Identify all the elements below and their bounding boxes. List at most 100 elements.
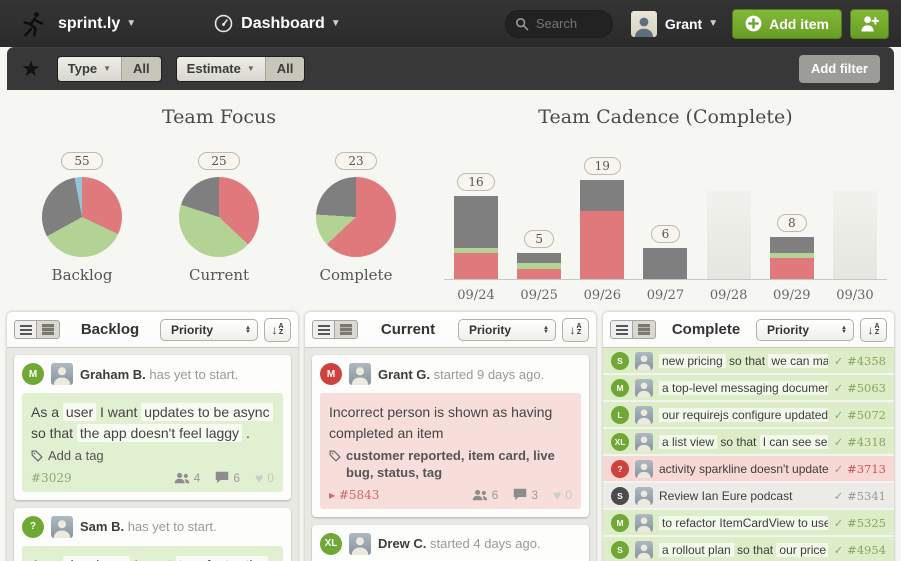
check-icon: ✓ [833, 463, 844, 476]
highlight-term: developer [62, 555, 131, 561]
list-view-icon [615, 324, 628, 335]
comments-icon [514, 488, 527, 501]
author-name[interactable]: Grant G. [378, 366, 431, 382]
sprintly-runner-logo[interactable] [18, 9, 48, 39]
item-number[interactable]: ✓ #5072 [833, 407, 886, 422]
comments-stat[interactable]: 3 [513, 488, 538, 502]
current-cards: M Grant G. started 9 days ago. Incorrect p… [305, 348, 596, 561]
row-title: a top-level messaging document so... [659, 380, 828, 395]
avatar [51, 515, 73, 538]
current-sort-select[interactable]: Priority ▲ ▼ [458, 318, 556, 341]
item-number[interactable]: ✓ #3713 [833, 461, 886, 476]
estimate-filter[interactable]: Estimate ▼ All [175, 55, 306, 82]
assignees-stat[interactable]: 4 [174, 471, 200, 485]
favorite-star-icon[interactable]: ★ [21, 55, 41, 81]
card-footer: #3029 4 6 ♥ 0 [31, 471, 274, 485]
text-segment: activity sparkline doesn't update bas... [659, 461, 828, 476]
sort-arrow-icon: ↓ [569, 322, 576, 337]
text-segment: Review Ian Eure podcast [659, 488, 793, 503]
type-filter[interactable]: Type ▼ All [56, 55, 162, 82]
bar-segment-story [517, 263, 562, 269]
list-view-button[interactable] [610, 320, 633, 339]
item-number[interactable]: ✓ #4358 [833, 353, 886, 368]
section-title: Dashboard [241, 14, 325, 32]
complete-row[interactable]: Sa rollout plan so that our price chan..… [603, 537, 894, 561]
item-number[interactable]: ✓ #5325 [833, 515, 886, 530]
highlight-term: our price chan... [776, 542, 828, 557]
pie-chart [179, 177, 259, 257]
estimate-filter-dropdown[interactable]: Estimate ▼ [176, 56, 265, 81]
pie-complete: 23 Complete [301, 152, 411, 284]
item-number[interactable]: ▸ #5843 [329, 487, 380, 502]
likes-stat[interactable]: ♥ 0 [255, 469, 274, 486]
view-toggle [312, 320, 358, 339]
author-name[interactable]: Sam B. [80, 519, 125, 535]
tag-line[interactable]: Add a tag [31, 448, 274, 465]
brand-name[interactable]: sprint.ly [58, 14, 121, 32]
text-segment: I want [96, 404, 142, 420]
likes-stat[interactable]: ♥ 0 [553, 486, 572, 503]
complete-row[interactable]: XL a list view so that I can see search r… [603, 429, 894, 456]
item-number[interactable]: #3029 [31, 470, 72, 485]
card-view-button[interactable] [633, 320, 656, 339]
backlog-sort-select[interactable]: Priority ▲ ▼ [160, 318, 258, 341]
complete-row[interactable]: Mto refactor ItemCardView to use Riv... ✓… [603, 510, 894, 537]
estimate-badge: XL [320, 532, 342, 555]
check-icon: ✓ [833, 490, 844, 503]
highlight-term: I can see search r... [759, 434, 828, 449]
comments-icon [216, 472, 229, 484]
highlight-term: we can maximiz... [768, 353, 828, 368]
item-number[interactable]: ✓ #5063 [833, 380, 886, 395]
complete-row[interactable]: ? activity sparkline doesn't update bas..… [603, 456, 894, 483]
author-name[interactable]: Graham B. [80, 366, 146, 382]
type-filter-value[interactable]: All [121, 56, 161, 81]
bar-chart: 16 5 19 6 8 [444, 134, 887, 280]
backlog-card[interactable]: ? Sam B. has yet to start. As a developer … [14, 507, 291, 561]
assignees-stat[interactable]: 6 [472, 488, 498, 502]
check-icon: ✓ [833, 544, 844, 557]
backlog-card[interactable]: M Graham B. has yet to start. As a user I … [14, 355, 291, 500]
brand-chevron-icon[interactable]: ▼ [126, 18, 137, 29]
card-view-button[interactable] [37, 320, 60, 339]
list-view-button[interactable] [312, 320, 335, 339]
item-number[interactable]: ✓ #4954 [833, 542, 886, 557]
x-axis-label: 09/24 [457, 288, 495, 303]
card-stats: 6 3 ♥ 0 [472, 488, 572, 502]
type-filter-dropdown[interactable]: Type ▼ [57, 56, 122, 81]
backlog-cards: M Graham B. has yet to start. As a user I … [7, 348, 298, 561]
dashboard-nav[interactable]: Dashboard ▼ [214, 14, 341, 33]
item-number[interactable]: ✓ #4318 [833, 434, 886, 449]
complete-sort-select[interactable]: Priority ▲ ▼ [756, 318, 854, 341]
complete-row[interactable]: Ma top-level messaging document so... ✓ #… [603, 375, 894, 402]
author-name[interactable]: Drew C. [378, 536, 427, 552]
current-card[interactable]: M Grant G. started 9 days ago. Incorrect p… [312, 355, 589, 517]
assignees-icon [174, 472, 189, 484]
highlight-term: user [62, 403, 97, 421]
plus-circle-icon [745, 15, 762, 32]
add-filter-button[interactable]: Add filter [798, 54, 880, 83]
user-menu[interactable]: Grant ▼ [630, 10, 718, 37]
add-item-button[interactable]: Add item [732, 8, 842, 39]
estimate-badge: M [320, 363, 342, 385]
bar-total-badge: 19 [583, 157, 621, 176]
estimate-filter-value[interactable]: All [264, 56, 305, 81]
search-input[interactable] [504, 9, 613, 38]
complete-row[interactable]: S Review Ian Eure podcast ✓ #5341 [603, 483, 894, 510]
tag-line[interactable]: customer reported, item card, live bug, … [329, 448, 572, 482]
card-view-button[interactable] [335, 320, 358, 339]
comments-stat[interactable]: 6 [215, 471, 240, 485]
bar-stack [580, 180, 625, 279]
invite-user-button[interactable] [850, 8, 889, 39]
item-number[interactable]: ✓ #5341 [833, 488, 886, 503]
text-segment: I want [130, 557, 175, 561]
bar-09/30 [825, 191, 885, 279]
list-view-button[interactable] [14, 320, 37, 339]
pie-total-badge: 23 [335, 152, 377, 170]
